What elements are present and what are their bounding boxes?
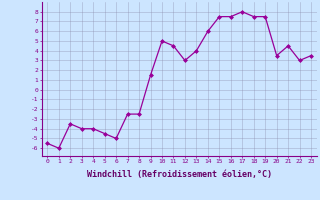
X-axis label: Windchill (Refroidissement éolien,°C): Windchill (Refroidissement éolien,°C) <box>87 170 272 179</box>
